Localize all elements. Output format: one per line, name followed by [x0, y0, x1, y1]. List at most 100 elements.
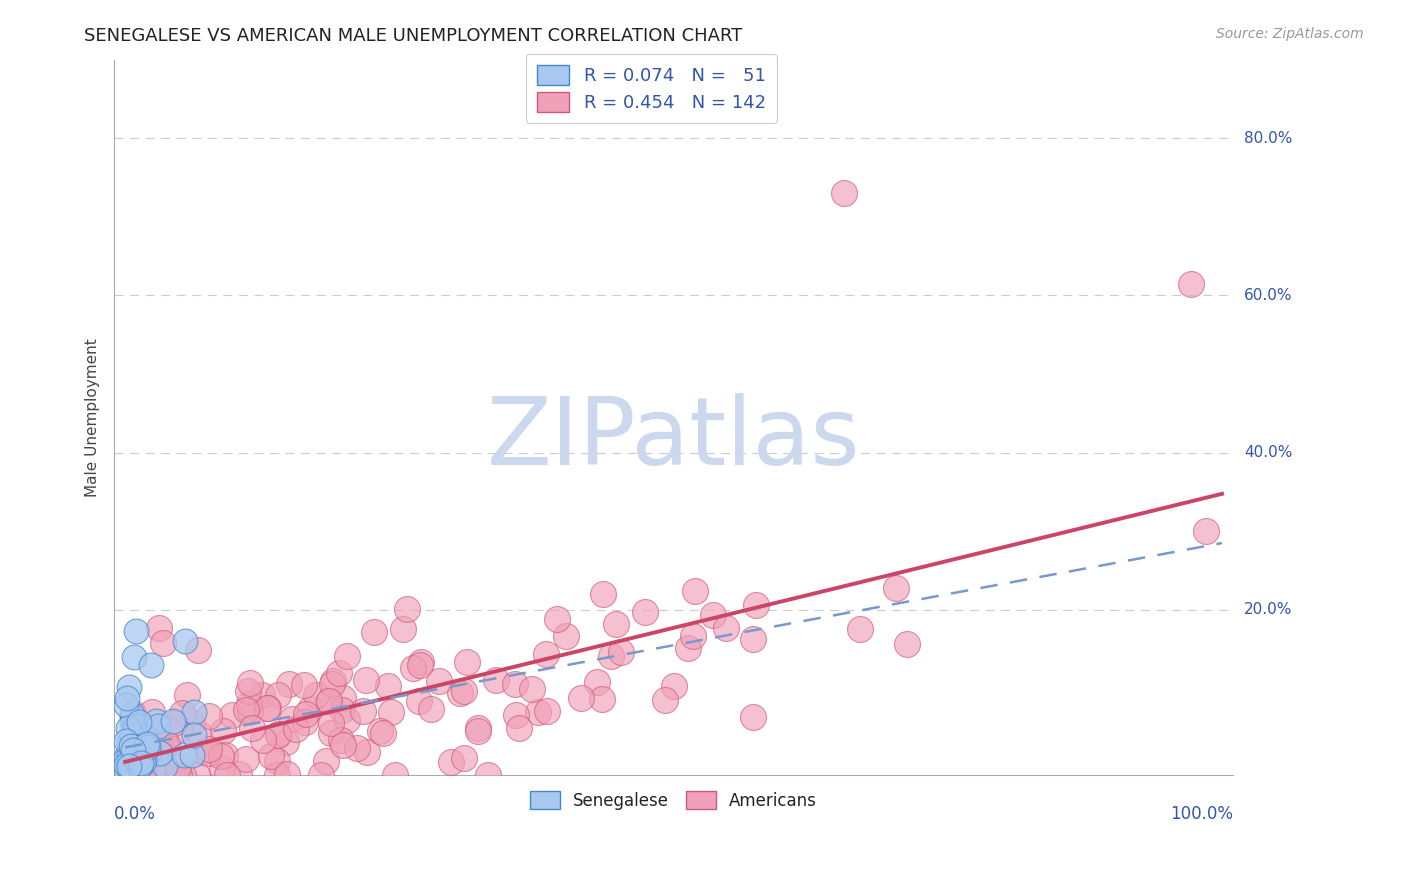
Point: [183, 728, 205, 742]
Point: [396, 601, 419, 615]
Point: [117, 760, 139, 774]
Point: [599, 649, 621, 664]
Point: [321, 715, 343, 730]
Point: [152, 636, 174, 650]
Point: [402, 661, 425, 675]
Point: [125, 624, 148, 638]
Point: [322, 673, 344, 688]
Point: [609, 645, 631, 659]
Point: [149, 747, 172, 761]
Point: [294, 714, 316, 729]
Point: [332, 690, 354, 705]
Point: [228, 766, 250, 780]
Point: [896, 637, 918, 651]
Point: [118, 756, 141, 770]
Point: [453, 684, 475, 698]
Point: [172, 706, 194, 721]
Point: [128, 715, 150, 730]
Point: [250, 688, 273, 702]
Point: [115, 691, 138, 706]
Point: [128, 746, 150, 760]
Point: [467, 721, 489, 735]
Point: [156, 737, 179, 751]
Point: [741, 632, 763, 647]
Point: [235, 703, 257, 717]
Point: [569, 691, 592, 706]
Point: [453, 751, 475, 765]
Point: [135, 721, 157, 735]
Point: [129, 756, 152, 771]
Point: [485, 673, 508, 687]
Point: [554, 629, 576, 643]
Point: [309, 768, 332, 782]
Point: [197, 741, 219, 756]
Point: [467, 723, 489, 738]
Point: [328, 665, 350, 680]
Point: [198, 709, 221, 723]
Point: [118, 749, 141, 764]
Point: [118, 757, 141, 772]
Point: [274, 734, 297, 748]
Text: 40.0%: 40.0%: [1244, 445, 1292, 460]
Point: [181, 714, 204, 729]
Point: [848, 622, 870, 636]
Point: [257, 700, 280, 714]
Point: [238, 697, 260, 711]
Point: [162, 714, 184, 728]
Point: [121, 728, 143, 742]
Point: [115, 698, 138, 712]
Point: [134, 756, 156, 771]
Point: [117, 757, 139, 772]
Point: [166, 759, 188, 773]
Point: [153, 758, 176, 772]
Point: [586, 675, 609, 690]
Point: [128, 759, 150, 773]
Point: [745, 599, 768, 613]
Text: 100.0%: 100.0%: [1170, 805, 1233, 823]
Point: [702, 607, 724, 622]
Point: [678, 640, 700, 655]
Point: [125, 756, 148, 770]
Point: [295, 706, 318, 721]
Point: [546, 612, 568, 626]
Point: [319, 726, 342, 740]
Point: [408, 694, 430, 708]
Point: [536, 704, 558, 718]
Legend: Senegalese, Americans: Senegalese, Americans: [523, 785, 824, 817]
Point: [118, 735, 141, 749]
Point: [132, 730, 155, 744]
Point: [122, 706, 145, 721]
Text: ZIPatlas: ZIPatlas: [486, 392, 860, 484]
Point: [118, 759, 141, 773]
Point: [377, 679, 399, 693]
Point: [742, 710, 765, 724]
Point: [330, 733, 353, 747]
Point: [354, 673, 377, 687]
Point: [180, 747, 202, 762]
Point: [278, 676, 301, 690]
Point: [305, 688, 328, 702]
Point: [239, 676, 262, 690]
Point: [212, 724, 235, 739]
Y-axis label: Male Unemployment: Male Unemployment: [86, 338, 100, 497]
Point: [280, 712, 302, 726]
Point: [591, 692, 613, 706]
Point: [662, 679, 685, 693]
Point: [121, 742, 143, 756]
Point: [183, 705, 205, 719]
Point: [380, 706, 402, 720]
Point: [128, 757, 150, 772]
Point: [527, 705, 550, 719]
Point: [634, 605, 657, 619]
Point: [449, 686, 471, 700]
Point: [356, 745, 378, 759]
Text: 20.0%: 20.0%: [1244, 602, 1292, 617]
Point: [505, 707, 527, 722]
Point: [520, 681, 543, 696]
Point: [592, 587, 614, 601]
Point: [214, 748, 236, 763]
Point: [132, 756, 155, 771]
Point: [145, 714, 167, 728]
Point: [368, 723, 391, 738]
Point: [173, 748, 195, 763]
